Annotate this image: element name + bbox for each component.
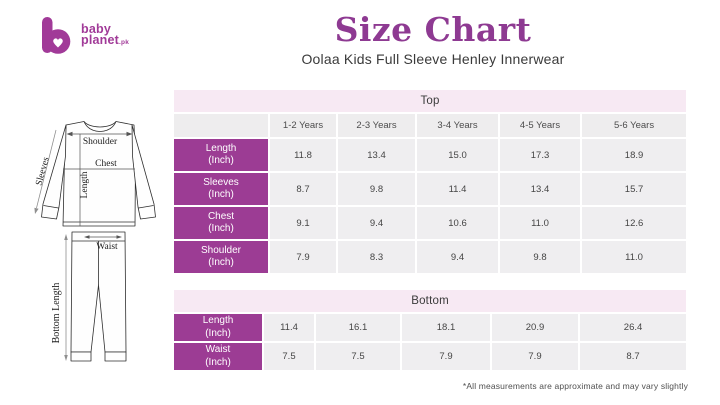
column-header-4-5-years: 4-5 Years: [500, 114, 580, 137]
table-cell: 10.6: [417, 207, 498, 239]
table-cell: 11.8: [270, 139, 336, 171]
title-block: Size Chart Oolaa Kids Full Sleeve Henley…: [166, 10, 700, 68]
table-cell: 13.4: [338, 139, 415, 171]
table-cell: 18.1: [402, 314, 490, 341]
row-label-shoulder: Shoulder (Inch): [174, 241, 268, 273]
table-cell: 7.5: [316, 343, 400, 370]
age-header-row: 1-2 Years 2-3 Years 3-4 Years 4-5 Years …: [174, 114, 687, 137]
brand-name-line1: baby: [81, 22, 111, 36]
column-header-5-6-years: 5-6 Years: [582, 114, 687, 137]
table-cell: 15.7: [582, 173, 687, 205]
garment-measurement-diagram: Shoulder Chest Length Sleeves Waist Bott…: [34, 121, 156, 362]
table-cell: 9.4: [417, 241, 498, 273]
table-cell: 20.9: [492, 314, 578, 341]
brand-logo: baby planet.pk: [38, 16, 129, 56]
product-subtitle: Oolaa Kids Full Sleeve Henley Innerwear: [301, 51, 565, 67]
table-cell: 13.4: [500, 173, 580, 205]
heart-icon: [53, 38, 63, 48]
table-cell: 7.9: [492, 343, 578, 370]
table-cell: 8.7: [580, 343, 687, 370]
column-header-3-4-years: 3-4 Years: [417, 114, 498, 137]
column-header-2-3-years: 2-3 Years: [338, 114, 415, 137]
brand-logo-text: baby planet.pk: [81, 22, 130, 48]
page-title: Size Chart: [334, 10, 532, 49]
top-size-table: Top 1-2 Years 2-3 Years 3-4 Years 4-5 Ye…: [172, 88, 688, 275]
row-label-length: Length (Inch): [174, 139, 268, 171]
measurements-disclaimer: *All measurements are approximate and ma…: [462, 381, 688, 391]
bottom-table-title: Bottom: [174, 290, 687, 312]
table-cell: 8.3: [338, 241, 415, 273]
table-row-sleeves: Sleeves (Inch) 8.7 9.8 11.4 13.4 15.7: [174, 173, 687, 205]
table-row-chest: Chest (Inch) 9.1 9.4 10.6 11.0 12.6: [174, 207, 687, 239]
chest-measure-label: Chest: [95, 159, 117, 169]
brand-name-line2: planet: [81, 33, 120, 47]
brand-domain-suffix: .pk: [119, 39, 130, 46]
column-header-1-2-years: 1-2 Years: [270, 114, 336, 137]
length-measure-label: Length: [80, 171, 90, 198]
bottom-size-table: Bottom Length (Inch) 11.4 16.1 18.1 20.9…: [172, 288, 688, 372]
corner-cell: [174, 114, 268, 137]
bottom-length-measure-label: Bottom Length: [51, 283, 62, 344]
table-cell: 11.4: [417, 173, 498, 205]
table-cell: 9.1: [270, 207, 336, 239]
table-row-length: Length (Inch) 11.8 13.4 15.0 17.3 18.9: [174, 139, 687, 171]
table-cell: 8.7: [270, 173, 336, 205]
size-tables: Top 1-2 Years 2-3 Years 3-4 Years 4-5 Ye…: [172, 88, 688, 372]
table-cell: 7.9: [270, 241, 336, 273]
table-cell: 11.0: [582, 241, 687, 273]
table-cell: 7.9: [402, 343, 490, 370]
brand-logo-mark: [42, 17, 71, 54]
table-row-shoulder: Shoulder (Inch) 7.9 8.3 9.4 9.8 11.0: [174, 241, 687, 273]
table-cell: 9.8: [338, 173, 415, 205]
table-row-waist: Waist (Inch) 7.5 7.5 7.9 7.9 8.7: [174, 343, 687, 370]
shirt-right-sleeve: [131, 124, 156, 220]
shoulder-measure-label: Shoulder: [83, 137, 118, 147]
table-cell: 15.0: [417, 139, 498, 171]
table-row-bottom-length: Length (Inch) 11.4 16.1 18.1 20.9 26.4: [174, 314, 687, 341]
pants-left-cuff: [70, 351, 92, 362]
table-cell: 7.5: [264, 343, 314, 370]
table-cell: 16.1: [316, 314, 400, 341]
row-label-chest: Chest (Inch): [174, 207, 268, 239]
row-label-waist: Waist (Inch): [174, 343, 262, 370]
row-label-bottom-length: Length (Inch): [174, 314, 262, 341]
table-cell: 17.3: [500, 139, 580, 171]
table-cell: 18.9: [582, 139, 687, 171]
waist-measure-label: Waist: [96, 242, 118, 252]
table-cell: 11.4: [264, 314, 314, 341]
shirt-left-sleeve: [41, 124, 67, 220]
table-cell: 9.8: [500, 241, 580, 273]
table-cell: 26.4: [580, 314, 687, 341]
table-cell: 12.6: [582, 207, 687, 239]
table-cell: 11.0: [500, 207, 580, 239]
pants-right-cuff: [104, 351, 127, 362]
top-table-title: Top: [174, 90, 687, 112]
row-label-sleeves: Sleeves (Inch): [174, 173, 268, 205]
table-cell: 9.4: [338, 207, 415, 239]
